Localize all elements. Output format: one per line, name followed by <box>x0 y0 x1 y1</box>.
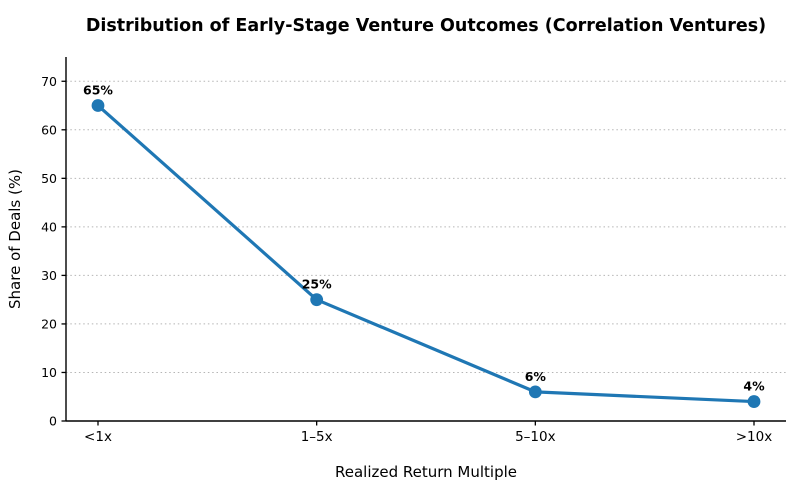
data-point-1–5x <box>310 293 324 307</box>
data-line <box>96 103 756 404</box>
y-tick-label-20: 20 <box>41 316 57 331</box>
x-tick-label-0: <1x <box>84 429 112 445</box>
chart-title: Distribution of Early-Stage Venture Outc… <box>86 16 766 36</box>
y-tick-label-60: 60 <box>41 122 57 137</box>
data-point->10x <box>747 395 761 408</box>
x-tick-label-2: 5–10x <box>515 429 556 445</box>
data-point-<1x <box>91 99 105 112</box>
x-tick-label-3: >10x <box>736 429 772 445</box>
y-tick-label-10: 10 <box>41 365 57 380</box>
y-tick-label-40: 40 <box>41 219 57 234</box>
x-axis-label: Realized Return Multiple <box>335 463 517 481</box>
y-tick-label-30: 30 <box>41 268 57 283</box>
data-point-label-2: 6% <box>525 369 547 384</box>
data-point-5–10x <box>528 385 542 399</box>
y-tick-label-50: 50 <box>41 171 57 186</box>
y-axis-label: Share of Deals (%) <box>6 169 24 309</box>
plot-area: 0 10 20 30 40 50 60 70 <1x 1–5x 5–10x >10x 65% 25% 6% 4… <box>41 57 786 445</box>
x-tick-label-1: 1–5x <box>301 429 333 445</box>
y-tick-label-0: 0 <box>49 414 57 429</box>
y-tick-label-70: 70 <box>41 74 57 89</box>
data-point-label-3: 4% <box>743 379 765 394</box>
data-point-label-1: 25% <box>302 277 332 292</box>
data-point-label-0: 65% <box>83 83 113 98</box>
